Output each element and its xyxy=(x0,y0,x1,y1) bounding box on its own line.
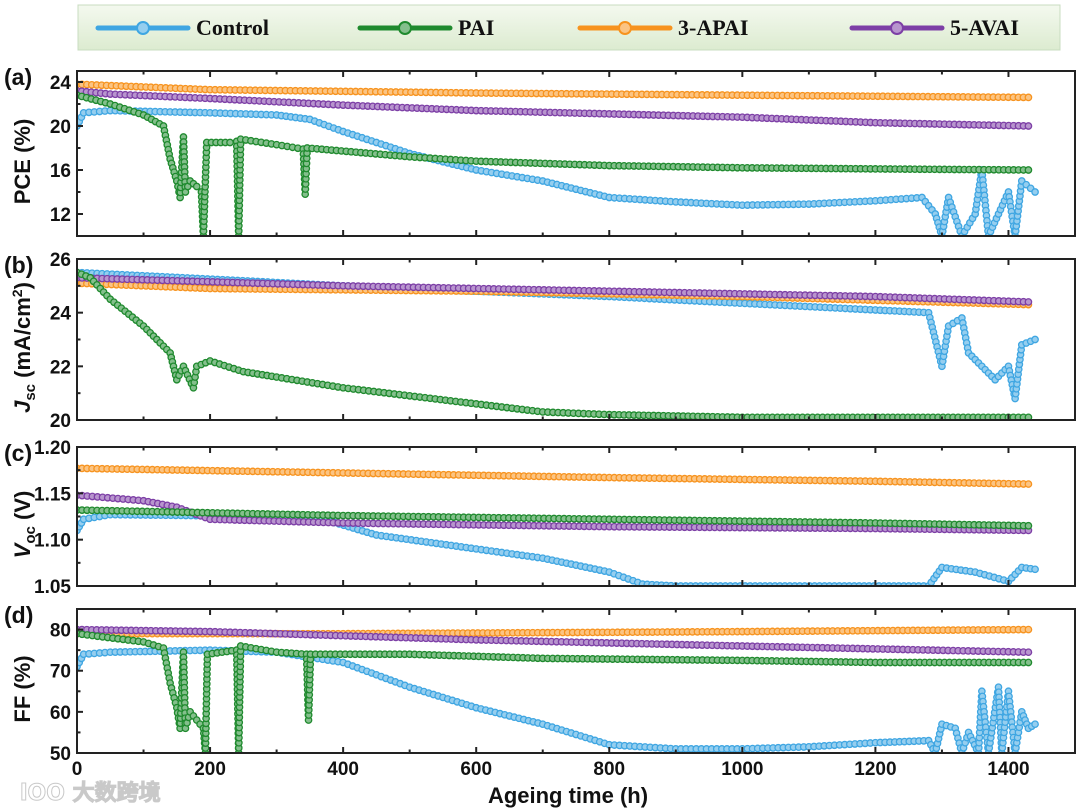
y-axis-label-part: 2 xyxy=(9,289,25,297)
y-axis-label-part: J xyxy=(10,400,35,413)
plot-area xyxy=(77,464,1039,586)
legend-label: 3-APAI xyxy=(678,15,748,40)
y-axis-label-part: (V) xyxy=(10,491,35,526)
y-axis-label-part: (mA/cm xyxy=(10,297,35,384)
legend-marker xyxy=(890,21,904,35)
data-point xyxy=(1024,648,1033,657)
y-tick-label: 60 xyxy=(50,703,71,724)
watermark-text: 大数跨境 xyxy=(73,780,161,806)
data-point xyxy=(1031,335,1039,344)
watermark-logo: lOO 大数跨境 xyxy=(20,780,161,806)
x-tick-label: 800 xyxy=(593,759,625,780)
y-tick-label: 70 xyxy=(50,662,71,683)
data-point xyxy=(1031,188,1039,196)
y-tick-label: 24 xyxy=(50,73,72,94)
panel-d: 0 200 400 600 800 1000 1200 1400 50 60 70 80 (d) FF (… xyxy=(4,602,1076,780)
x-tick-label: 1400 xyxy=(987,759,1029,780)
y-axis-label-part: FF (%) xyxy=(10,655,35,722)
y-tick-label: 22 xyxy=(50,357,71,378)
series-control xyxy=(77,106,1039,236)
data-point xyxy=(1024,298,1033,306)
data-point xyxy=(1024,625,1033,634)
series-line xyxy=(77,109,1037,236)
data-point xyxy=(1024,122,1033,130)
panel-a: 12 16 20 24 (a) PCE (%) xyxy=(4,64,1076,237)
panel-c: 1.05 1.10 1.15 1.20(c) Voc (V) xyxy=(4,438,1076,598)
y-tick-label: 12 xyxy=(50,205,71,226)
series-5-avai xyxy=(77,273,1033,306)
data-point xyxy=(1024,480,1033,488)
panel-label: (a) xyxy=(4,64,32,90)
watermark-logo-mark: lOO xyxy=(20,781,73,806)
plot-area xyxy=(77,625,1039,753)
x-tick-label: 1200 xyxy=(854,759,896,780)
y-axis-label-part: sc xyxy=(22,384,39,401)
y-axis-label-part: oc xyxy=(22,526,39,544)
panel-label: (d) xyxy=(4,602,33,628)
y-tick-label: 1.20 xyxy=(34,438,71,459)
legend-item-control: Control xyxy=(95,15,269,40)
y-tick-label: 80 xyxy=(50,621,71,642)
panel-b: 20 22 24 26 (b) Jsc (mA/cm2) xyxy=(4,250,1076,432)
y-tick-label: 1.10 xyxy=(34,531,71,552)
legend-label: 5-AVAI xyxy=(950,15,1019,40)
x-tick-label: 0 xyxy=(72,759,83,780)
x-tick-label: 600 xyxy=(460,759,492,780)
x-tick-label: 400 xyxy=(327,759,359,780)
plot-frame xyxy=(76,70,1076,237)
plot-area xyxy=(77,268,1039,420)
data-point xyxy=(1024,93,1033,102)
data-point xyxy=(1024,521,1033,530)
y-axis-label: FF (%) xyxy=(10,655,35,722)
y-tick-label: 16 xyxy=(50,161,71,182)
series-5-avai xyxy=(77,86,1033,130)
y-axis-label: PCE (%) xyxy=(10,119,35,205)
series-5-avai xyxy=(77,625,1033,657)
legend-marker xyxy=(398,21,412,35)
x-tick-label: 1000 xyxy=(721,759,763,780)
data-point xyxy=(1024,413,1033,420)
legend: Control PAI 3-APAI 5-AVAI xyxy=(77,4,1061,51)
x-tick-label: 200 xyxy=(194,759,226,780)
data-point xyxy=(192,182,201,191)
y-tick-label: 20 xyxy=(50,411,71,432)
legend-marker xyxy=(618,21,632,35)
y-tick-label: 50 xyxy=(50,744,71,765)
data-point xyxy=(1024,658,1033,667)
legend-label: PAI xyxy=(458,15,494,40)
y-axis-label-part: V xyxy=(10,541,35,558)
series-3-apai xyxy=(77,464,1033,488)
series-pai xyxy=(77,506,1033,530)
y-tick-label: 24 xyxy=(50,304,72,325)
x-axis-label: Ageing time (h) xyxy=(488,783,648,808)
y-tick-label: 20 xyxy=(50,117,71,138)
data-point xyxy=(226,138,234,147)
legend-item-3-apai: 3-APAI xyxy=(577,15,748,40)
legend-label: Control xyxy=(196,15,269,40)
y-tick-label: 26 xyxy=(50,250,71,271)
plot-area xyxy=(77,80,1039,236)
y-axis-label-part: PCE (%) xyxy=(10,119,35,205)
y-axis-label-part: ) xyxy=(10,282,35,289)
series-3-apai xyxy=(77,80,1033,102)
plot-frame xyxy=(76,608,1076,754)
y-axis-label: Jsc (mA/cm2) xyxy=(9,282,39,413)
series-pai xyxy=(77,91,1033,236)
legend-marker xyxy=(136,21,150,35)
data-point xyxy=(1031,565,1039,574)
panel-label: (b) xyxy=(4,252,33,278)
y-tick-label: 1.15 xyxy=(34,484,71,505)
data-point xyxy=(1031,720,1039,729)
y-axis-label: Voc (V) xyxy=(10,491,39,559)
panel-label: (c) xyxy=(4,440,32,466)
data-point xyxy=(1024,166,1033,174)
series-control xyxy=(77,646,1039,753)
y-tick-label: 1.05 xyxy=(34,577,71,598)
series-pai xyxy=(77,268,1033,420)
legend-item-5-avai: 5-AVAI xyxy=(849,15,1019,40)
series-pai xyxy=(77,629,1033,753)
legend-item-pai: PAI xyxy=(357,15,494,40)
